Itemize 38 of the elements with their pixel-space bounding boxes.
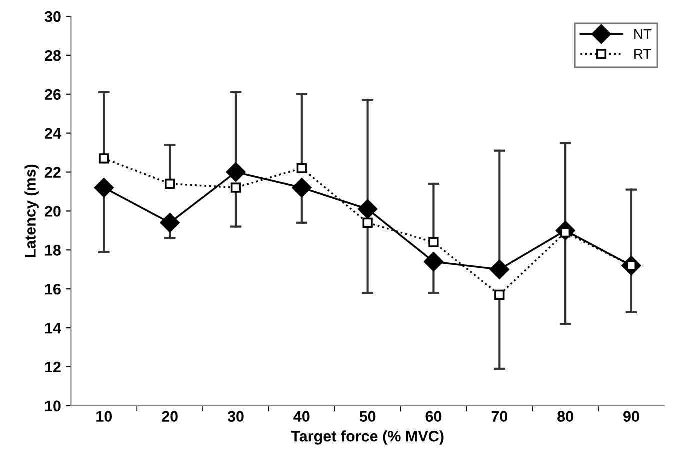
point: [160, 213, 180, 233]
point: [230, 182, 242, 193]
point: [490, 260, 510, 280]
point: [99, 154, 110, 164]
y-tick-label: 22: [45, 167, 61, 178]
y-axis-title: Latency (ms): [24, 164, 39, 258]
x-tick-label: 10: [96, 411, 112, 422]
point: [428, 237, 439, 248]
y-tick-label: 30: [44, 11, 61, 22]
x-axis-title: Target force (% MVC): [291, 430, 444, 445]
y-tick-label: 18: [45, 245, 61, 256]
point: [494, 290, 505, 300]
x-tick-label: 60: [426, 411, 442, 422]
legend-label: RT: [634, 49, 652, 59]
x-tick-label: 70: [492, 411, 508, 422]
point: [424, 252, 444, 272]
point: [296, 163, 307, 174]
point: [226, 162, 246, 182]
legend-label: NT: [634, 30, 652, 40]
point: [94, 178, 114, 198]
point: [358, 200, 378, 220]
x-tick-label: 20: [162, 411, 178, 422]
point: [292, 178, 312, 198]
y-tick-label: 28: [45, 50, 61, 62]
y-tick-label: 26: [45, 89, 61, 100]
y-tick-label: 16: [45, 284, 61, 295]
x-tick-label: 30: [228, 411, 244, 422]
y-tick-label: 12: [45, 362, 61, 373]
x-tick-label: 50: [360, 411, 376, 422]
y-tick-label: 14: [45, 323, 62, 334]
x-tick-label: 40: [294, 411, 310, 422]
y-tick-label: 24: [45, 128, 62, 139]
x-tick-label: 80: [558, 411, 574, 422]
point: [164, 178, 176, 190]
x-tick-label: 90: [624, 411, 640, 422]
point: [362, 218, 373, 228]
y-tick-label: 10: [45, 400, 61, 412]
y-tick-label: 20: [45, 206, 61, 217]
